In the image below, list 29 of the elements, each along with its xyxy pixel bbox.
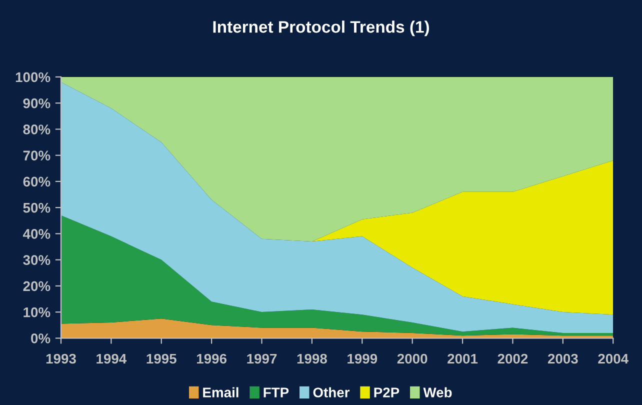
x-tick-label: 1995 [146,354,176,364]
x-tick-label: 1994 [96,354,127,364]
x-tick-label: 1996 [196,354,227,364]
x-tick-label: 2001 [448,354,478,364]
y-tick-label: 10% [24,307,50,318]
y-tick-label: 50% [23,202,50,213]
y-tick-label: 30% [23,255,50,265]
legend-label: Web [423,387,452,398]
y-tick-label: 40% [22,229,50,239]
x-tick-label: 1997 [247,354,277,364]
y-tick-label: 100% [16,72,50,82]
y-tick-label: 70% [23,150,50,160]
legend-label: Email [203,387,238,398]
x-tick-label: 1998 [297,354,327,364]
y-tick-label: 80% [23,124,50,134]
legend-label: P2P [374,388,400,398]
x-tick-label: 2002 [498,354,528,364]
x-tick-label: 2003 [548,354,578,364]
x-tick-label: 1999 [348,354,378,364]
x-tick-label: 2004 [598,354,628,364]
x-tick-label: 2000 [397,354,428,364]
legend-label: Other [313,387,350,398]
y-tick-label: 90% [23,98,50,108]
y-tick-label: 20% [23,281,50,292]
y-tick-label: 0% [31,334,50,344]
x-tick-label: 1993 [46,354,76,364]
chart-title: Internet Protocol Trends (1) [213,20,429,36]
y-tick-label: 60% [23,176,50,187]
legend-label: FTP [264,388,289,398]
